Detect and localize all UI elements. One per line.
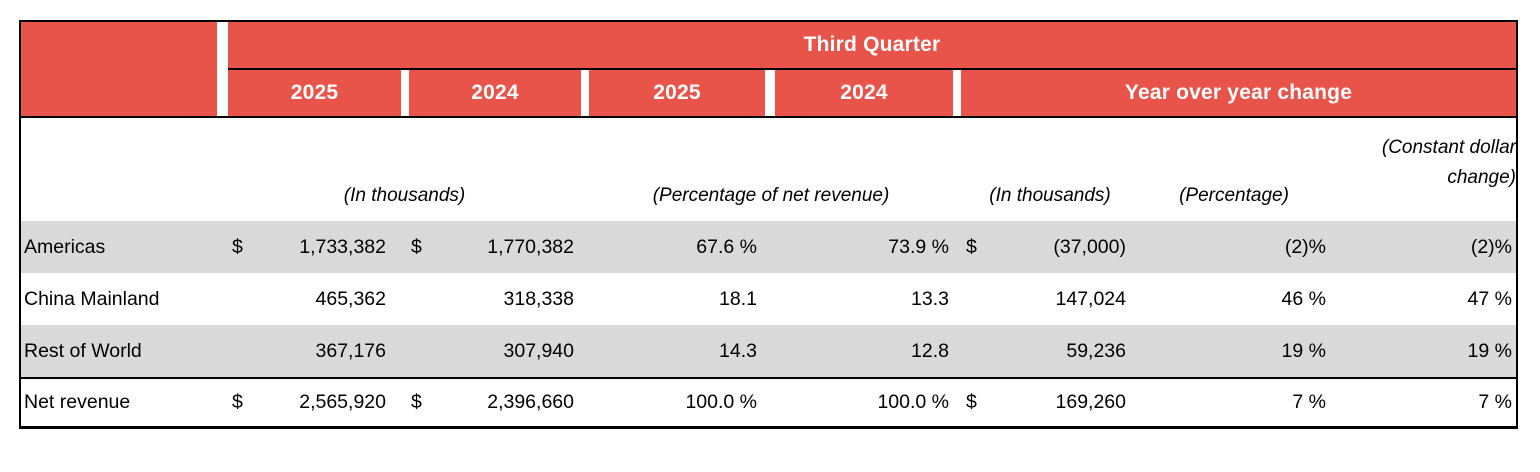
cell-yoy-thousands: 59,236 xyxy=(961,340,1139,363)
cell-2024-percent: 73.9 % xyxy=(888,235,949,258)
cell-2025-thousands: 465,362 xyxy=(228,288,401,311)
cell-2025-percent: 14.3 xyxy=(719,339,757,362)
currency-symbol: $ xyxy=(411,235,422,258)
currency-symbol: $ xyxy=(232,235,243,258)
currency-symbol: $ xyxy=(966,235,977,258)
header-corner-cell xyxy=(21,22,217,116)
table-row-china-mainland: China Mainland 465,362 318,338 18.1 13.3… xyxy=(21,273,1516,325)
revenue-by-region-table: Third Quarter 2025 2024 2025 2024 Year o… xyxy=(19,20,1518,429)
row-label: Net revenue xyxy=(24,391,131,413)
table-row-rest-of-world: Rest of World 367,176 307,940 14.3 12.8 … xyxy=(21,325,1516,377)
year-label: 2024 xyxy=(840,81,888,104)
cell-2025-thousands: $2,565,920 xyxy=(228,391,401,414)
cell-value: 307,940 xyxy=(503,339,575,362)
cell-yoy-thousands: 147,024 xyxy=(961,288,1139,311)
units-in-thousands-yoy: (In thousands) xyxy=(989,185,1111,206)
cell-yoy-thousands: $ (37,000) xyxy=(961,236,1139,259)
cell-constant-dollar-change: 19 % xyxy=(1467,339,1512,362)
row-label: Rest of World xyxy=(24,339,142,362)
year-label: 2025 xyxy=(290,81,339,104)
cell-value: 2,396,660 xyxy=(487,391,574,413)
cell-yoy-thousands: $169,260 xyxy=(961,391,1139,414)
cell-2024-thousands: 307,940 xyxy=(409,340,581,363)
third-quarter-label: Third Quarter xyxy=(803,33,941,56)
cell-2025-thousands: $1,733,382 xyxy=(228,236,401,259)
table-row-net-revenue: Net revenue $2,565,920 $2,396,660 100.0 … xyxy=(21,377,1516,426)
cell-yoy-percentage: 46 % xyxy=(1281,287,1326,310)
header-year-2024-percent: 2024 xyxy=(775,70,953,116)
cell-value: (37,000) xyxy=(1053,235,1126,258)
cell-2024-percent: 13.3 xyxy=(911,287,949,310)
cell-2024-thousands: 318,338 xyxy=(409,288,581,311)
units-constant-dollar-line2: change) xyxy=(1447,166,1516,188)
year-label: 2024 xyxy=(471,81,519,104)
units-percentage-of-net-revenue: (Percentage of net revenue) xyxy=(652,185,890,206)
cell-yoy-percentage: 19 % xyxy=(1281,339,1326,362)
cell-value: 367,176 xyxy=(315,339,387,362)
table-header: Third Quarter 2025 2024 2025 2024 Year o… xyxy=(21,22,1516,118)
yoy-change-label: Year over year change xyxy=(1124,81,1353,104)
cell-2025-percent: 100.0 % xyxy=(685,391,757,413)
cell-2025-percent: 18.1 xyxy=(719,287,757,310)
cell-2025-thousands: 367,176 xyxy=(228,340,401,363)
cell-2024-percent: 12.8 xyxy=(911,339,949,362)
cell-value: 169,260 xyxy=(1055,391,1127,413)
header-yoy-change-cell: Year over year change xyxy=(961,70,1516,116)
cell-value: 1,733,382 xyxy=(299,235,386,258)
units-row: (In thousands) (Percentage of net revenu… xyxy=(21,118,1516,221)
header-year-2025-percent: 2025 xyxy=(589,70,765,116)
cell-2024-thousands: $2,396,660 xyxy=(409,391,581,414)
cell-yoy-percentage: (2)% xyxy=(1284,235,1326,258)
units-constant-dollar-line1: (Constant dollar xyxy=(1381,136,1516,158)
currency-symbol: $ xyxy=(966,391,977,413)
year-label: 2025 xyxy=(653,81,701,104)
table-row-americas: Americas $1,733,382 $1,770,382 67.6 % 73… xyxy=(21,221,1516,273)
cell-value: 465,362 xyxy=(315,287,387,310)
header-year-2025-thousands: 2025 xyxy=(228,70,401,116)
cell-value: 147,024 xyxy=(1055,287,1127,310)
cell-2025-percent: 67.6 % xyxy=(696,235,757,258)
units-constant-dollar-change: (Constant dollar change) xyxy=(1329,118,1516,221)
header-third-quarter-cell: Third Quarter xyxy=(228,22,1516,70)
cell-constant-dollar-change: 7 % xyxy=(1478,391,1512,413)
row-label: Americas xyxy=(24,235,106,258)
header-year-2024-thousands: 2024 xyxy=(409,70,581,116)
cell-2024-thousands: $1,770,382 xyxy=(409,236,581,259)
currency-symbol: $ xyxy=(411,391,422,413)
cell-constant-dollar-change: (2)% xyxy=(1470,235,1512,258)
units-percentage: (Percentage) xyxy=(1179,185,1289,206)
cell-value: 59,236 xyxy=(1066,339,1126,362)
cell-value: 318,338 xyxy=(503,287,575,310)
cell-value: 2,565,920 xyxy=(299,391,386,413)
cell-value: 1,770,382 xyxy=(487,235,574,258)
cell-2024-percent: 100.0 % xyxy=(877,391,949,413)
cell-constant-dollar-change: 47 % xyxy=(1467,287,1512,310)
cell-yoy-percentage: 7 % xyxy=(1292,391,1326,413)
row-label: China Mainland xyxy=(24,287,160,310)
currency-symbol: $ xyxy=(232,391,243,413)
units-in-thousands-quarter: (In thousands) xyxy=(343,185,466,206)
